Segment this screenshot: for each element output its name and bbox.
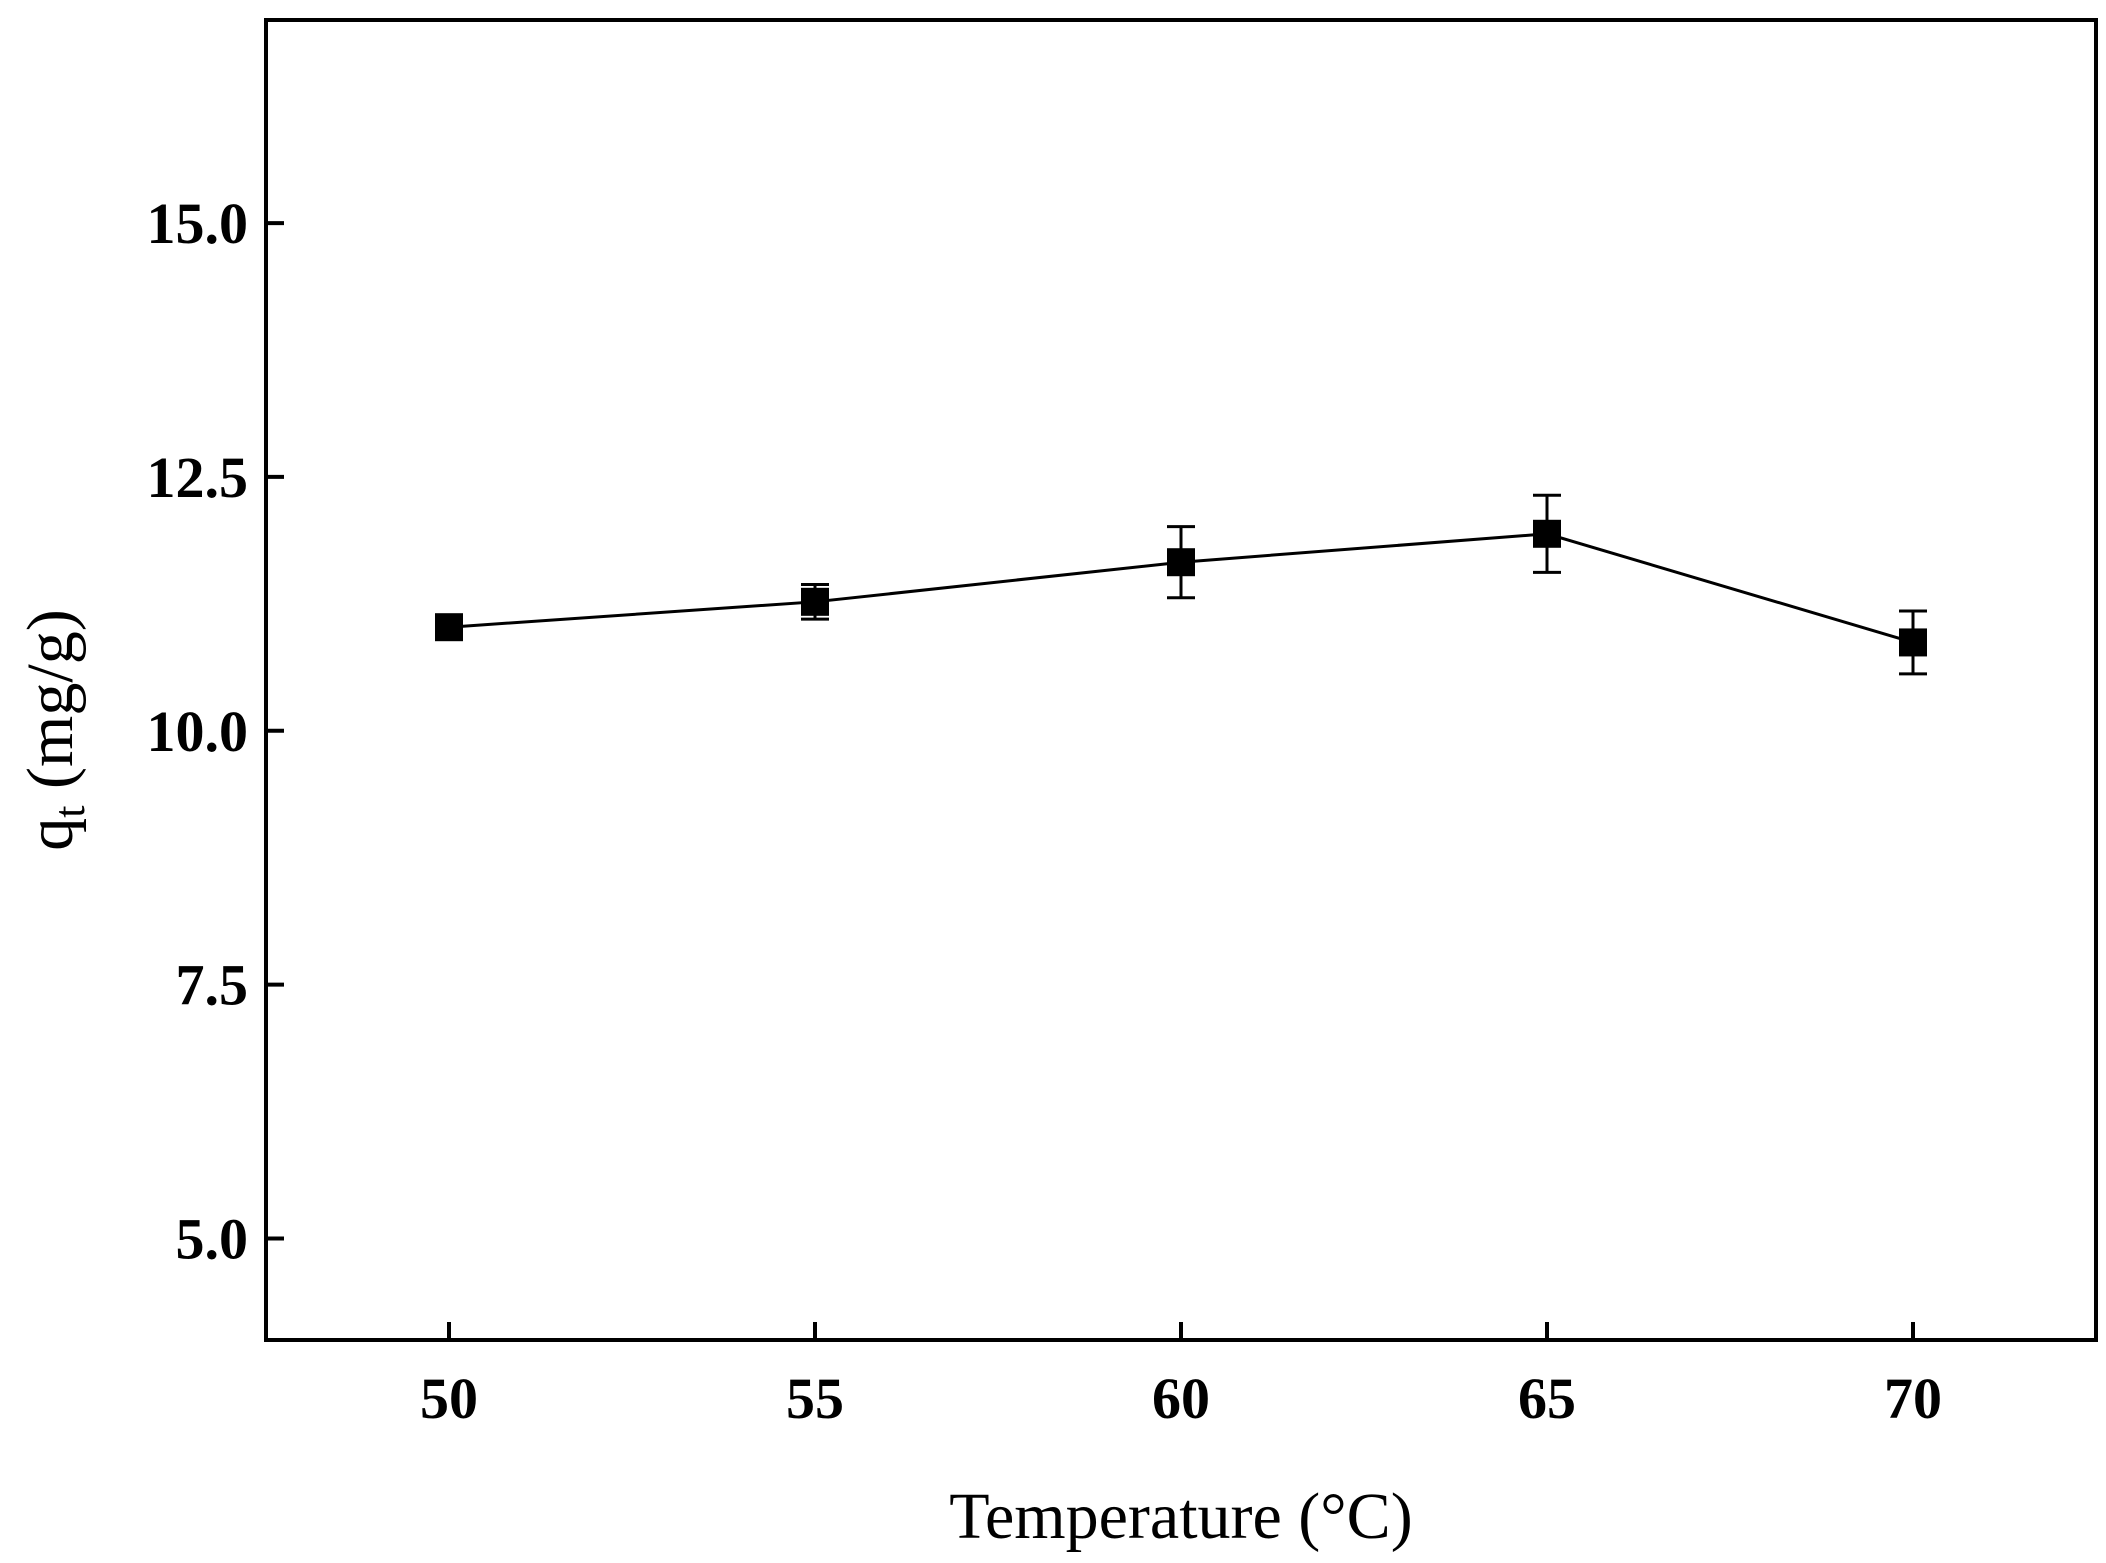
y-axis-title: qt (mg/g) [14,609,94,850]
y-tick-label: 15.0 [147,191,249,256]
x-tick-label: 55 [786,1366,844,1431]
y-tick-label: 5.0 [176,1206,249,1271]
y-axis-ticks: 5.0 7.5 10.0 12.5 15.0 [147,191,284,1271]
x-tick-label: 60 [1152,1366,1210,1431]
data-point-marker [801,587,829,616]
data-point-marker [1167,548,1195,577]
y-axis-title-unit: (mg/g) [14,609,87,805]
y-axis-title-main: q [14,818,87,851]
y-tick-label: 7.5 [176,953,249,1018]
y-axis-title-subscript: t [45,805,94,817]
data-point-marker [435,613,463,642]
plot-frame [264,18,2098,1342]
data-point-marker [1899,628,1927,657]
x-tick-label: 70 [1884,1366,1942,1431]
data-series [435,493,1927,676]
y-tick-label: 12.5 [147,445,249,510]
x-tick-label: 50 [420,1366,478,1431]
data-point-marker [1533,519,1561,548]
x-tick-label: 65 [1518,1366,1576,1431]
y-tick-label: 10.0 [147,699,249,764]
x-axis-title: Temperature (°C) [949,1480,1412,1553]
x-axis-ticks: 50 55 60 65 70 [420,1322,1942,1431]
